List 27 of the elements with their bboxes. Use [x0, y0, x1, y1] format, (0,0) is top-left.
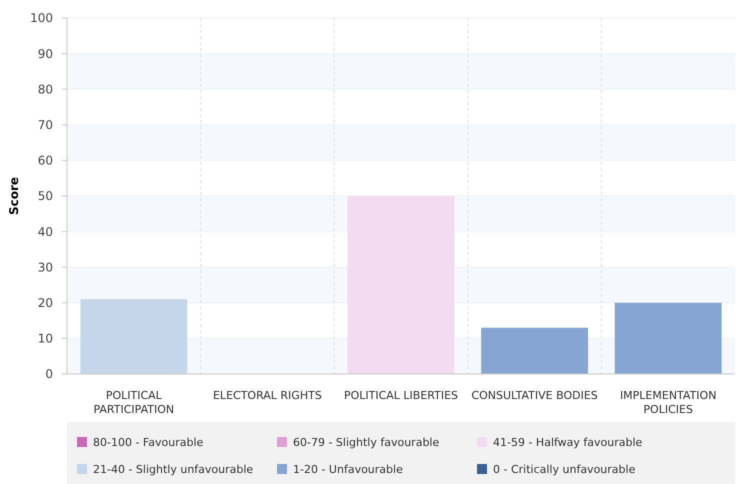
y-tick-label: 100	[30, 11, 53, 26]
y-tick-label: 50	[38, 189, 53, 204]
legend-label: 80-100 - Favourable	[93, 436, 204, 449]
y-axis-title: Score	[7, 176, 21, 216]
y-tick-label: 70	[38, 118, 53, 132]
bar	[348, 196, 454, 374]
y-tick-label: 0	[45, 367, 53, 382]
x-tick-label: POLITICAL PARTICIPATION	[93, 389, 174, 416]
y-tick-label: 60	[38, 154, 53, 168]
x-tick-label: POLITICAL LIBERTIES	[344, 389, 458, 402]
y-tick-label: 80	[38, 82, 53, 96]
legend-label: 0 - Critically unfavourable	[493, 462, 636, 476]
legend-label: 1-20 - Unfavourable	[293, 462, 404, 476]
legend-label: 41-59 - Halfway favourable	[493, 436, 643, 449]
y-tick-label: 40	[38, 224, 53, 239]
legend-label: 21-40 - Slightly unfavourable	[93, 462, 254, 476]
x-tick-label: ELECTORAL RIGHTS	[212, 389, 322, 402]
legend-label: 60-79 - Slightly favourable	[293, 436, 440, 449]
bar	[614, 302, 722, 374]
y-tick-label: 90	[38, 46, 53, 61]
y-tick-label: 30	[38, 260, 53, 274]
x-tick-label: IMPLEMENTATION POLICIES	[620, 389, 716, 416]
y-tick-label: 10	[38, 332, 53, 346]
bar	[80, 299, 188, 374]
y-tick-label: 20	[38, 296, 53, 310]
x-tick-label: CONSULTATIVE BODIES	[471, 389, 598, 402]
bar	[481, 328, 588, 374]
